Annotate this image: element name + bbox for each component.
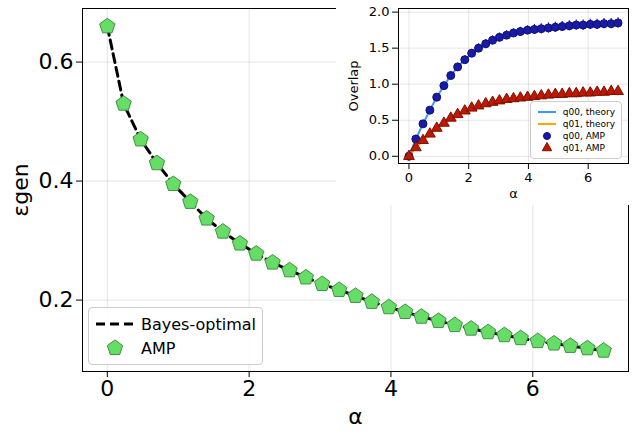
- svg-text:α: α: [509, 186, 518, 201]
- svg-text:0.6: 0.6: [39, 49, 74, 74]
- svg-text:1.5: 1.5: [369, 40, 390, 55]
- svg-text:0.0: 0.0: [369, 148, 390, 163]
- html-text:Bayes-optimal: Bayes-optimal: [141, 314, 256, 334]
- svg-text:Overlap: Overlap: [346, 60, 361, 111]
- svg-text:4: 4: [384, 376, 398, 401]
- svg-text:εgen: εgen: [8, 163, 33, 216]
- svg-text:0.5: 0.5: [369, 112, 390, 127]
- svg-text:6: 6: [526, 376, 540, 401]
- svg-text:0.4: 0.4: [39, 168, 74, 193]
- svg-text:2: 2: [242, 376, 256, 401]
- svg-text:1.0: 1.0: [369, 76, 390, 91]
- svg-text:4: 4: [524, 170, 532, 185]
- html-text:q01, AMP: q01, AMP: [562, 143, 605, 153]
- svg-text:0.2: 0.2: [39, 287, 74, 312]
- svg-text:2.0: 2.0: [369, 4, 390, 19]
- svg-text:α: α: [348, 404, 363, 429]
- html-text:q01, theory: q01, theory: [562, 119, 615, 129]
- svg-text:6: 6: [584, 170, 592, 185]
- html-text:q00, AMP: q00, AMP: [562, 131, 605, 141]
- svg-text:2: 2: [465, 170, 473, 185]
- html-text:q00, theory: q00, theory: [562, 107, 615, 117]
- svg-text:0: 0: [405, 170, 413, 185]
- html-text:AMP: AMP: [141, 338, 176, 358]
- svg-text:0: 0: [100, 376, 114, 401]
